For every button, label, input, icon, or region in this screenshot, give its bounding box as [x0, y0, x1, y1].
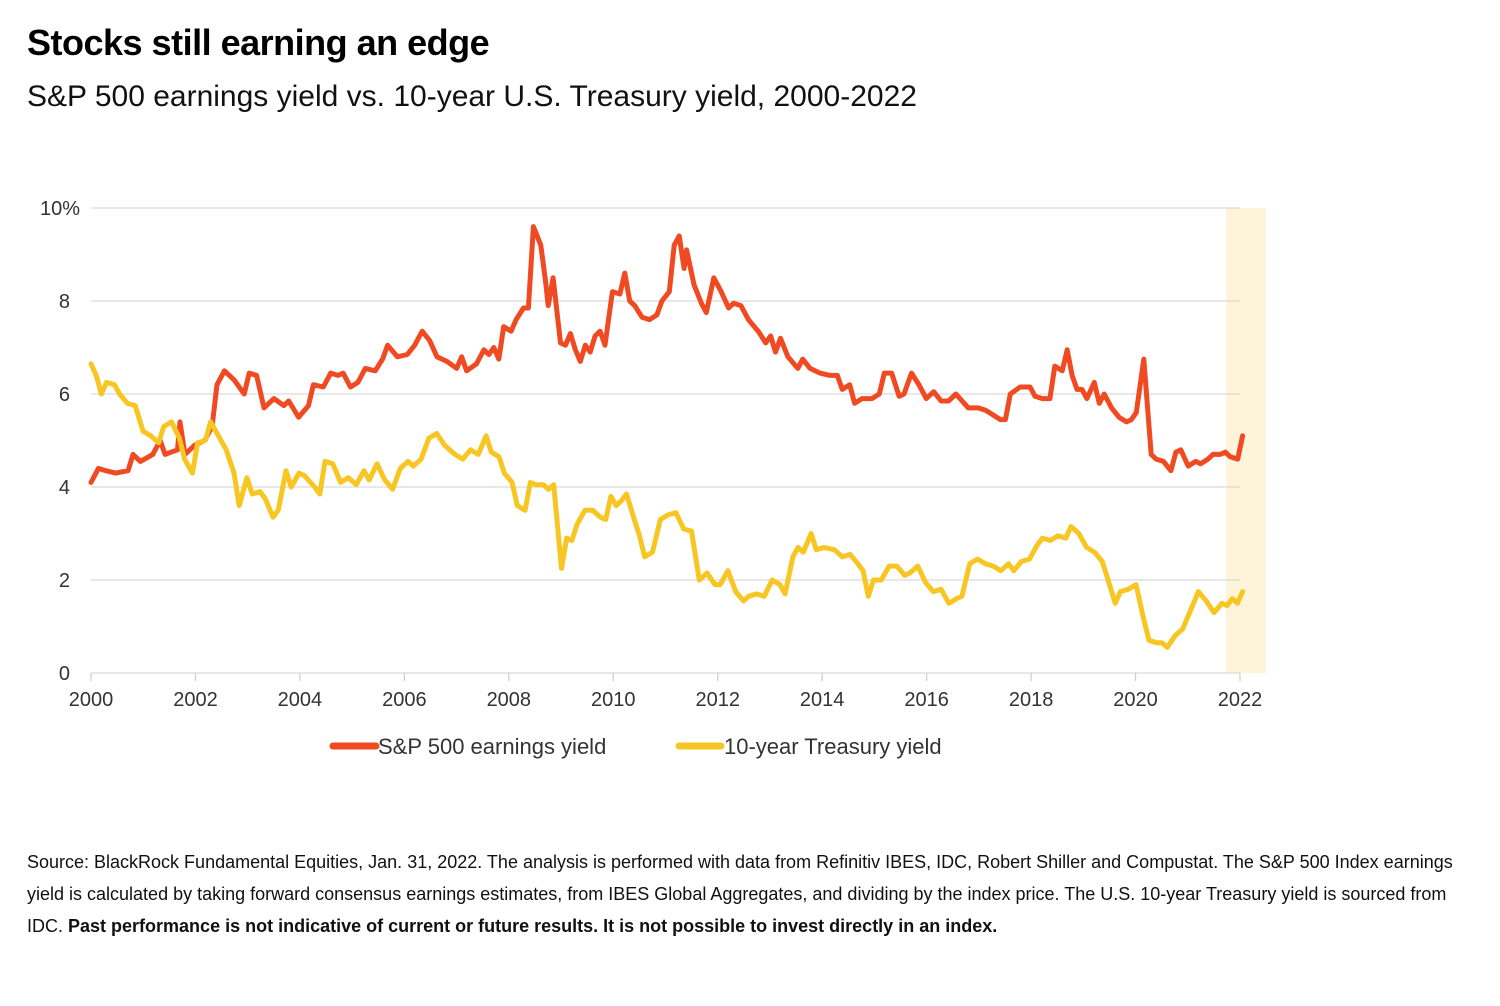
chart-subtitle: S&P 500 earnings yield vs. 10-year U.S. … — [27, 80, 917, 113]
x-tick-label: 2018 — [1009, 689, 1054, 711]
chart-title: Stocks still earning an edge — [27, 22, 490, 63]
x-tick-label: 2008 — [487, 689, 532, 711]
y-tick-label: 4 — [59, 477, 70, 499]
series-line-10yr-treasury-yield — [88, 361, 1246, 650]
x-tick-label: 2014 — [800, 689, 845, 711]
line-chart: 0 2 4 6 8 10% 2000 2002 2004 2006 2008 2010 2012 2014… — [40, 198, 1266, 759]
y-tick-label: 8 — [59, 291, 70, 313]
series-line-sp500-earnings-yield — [88, 224, 1246, 485]
x-tick-label: 2022 — [1218, 689, 1263, 711]
x-tick-label: 2000 — [69, 689, 114, 711]
x-tick-label: 2004 — [278, 689, 323, 711]
x-tick-label: 2006 — [382, 689, 427, 711]
disclaimer-text: Past performance is not indicative of cu… — [68, 916, 998, 936]
source-text: Source: BlackRock Fundamental Equities, … — [27, 852, 1453, 936]
legend-label-sp500: S&P 500 earnings yield — [378, 734, 606, 759]
x-tick-label: 2012 — [695, 689, 740, 711]
highlight-band — [1226, 208, 1266, 673]
y-tick-label: 6 — [59, 384, 70, 406]
x-tick-label: 2002 — [173, 689, 218, 711]
y-tick-label: 10% — [40, 198, 80, 220]
legend-label-treasury: 10-year Treasury yield — [724, 734, 942, 759]
x-tick-label: 2010 — [591, 689, 636, 711]
y-tick-label: 2 — [59, 570, 70, 592]
y-tick-label: 0 — [59, 663, 70, 685]
x-tick-label: 2020 — [1113, 689, 1158, 711]
source-footnote: Source: BlackRock Fundamental Equities, … — [27, 846, 1477, 942]
x-tick-label: 2016 — [904, 689, 949, 711]
